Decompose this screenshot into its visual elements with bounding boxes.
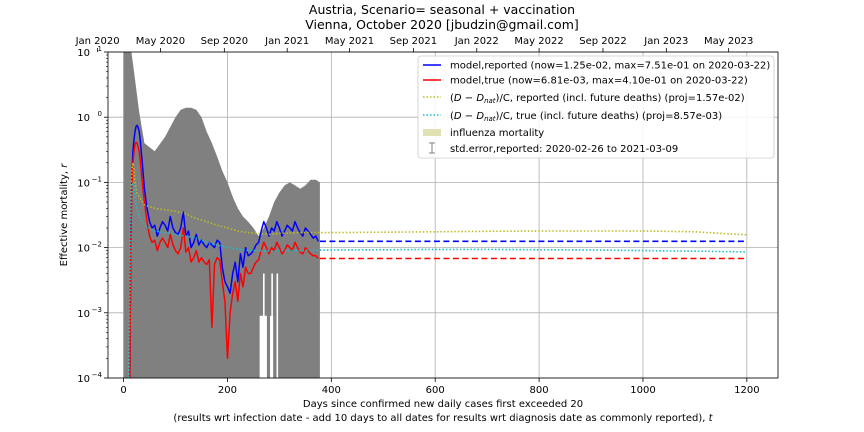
y-tick-base: 10 xyxy=(77,374,90,385)
top-tick-label: May 2020 xyxy=(136,36,185,47)
series-lines xyxy=(128,124,747,379)
plot-frame xyxy=(107,51,779,379)
legend-swatch-influenza xyxy=(423,129,441,136)
legend-label-ratio-reported: (D − Dnat)/C, reported (incl. future dea… xyxy=(450,93,745,105)
y-tick-base: 10 xyxy=(77,178,90,189)
top-date-axis: Jan 2020 May 2020 Sep 2020 Jan 2021 May 2021… xyxy=(75,36,753,52)
y-tick-exponent: 0 xyxy=(98,110,102,118)
bands xyxy=(123,52,320,378)
chart-title: Austria, Scenario= seasonal + vaccinatio… xyxy=(309,2,575,17)
legend-label-ratio-true: (D − Dnat)/C, true (incl. future deaths)… xyxy=(450,111,722,123)
legend-ratio-reported-open: ( xyxy=(450,93,454,104)
series-line-5 xyxy=(128,181,747,379)
legend-ratio-reported-Dnat: D xyxy=(476,93,484,104)
top-tick-label: Sep 2021 xyxy=(390,36,437,47)
y-tick-base: 10 xyxy=(77,113,90,124)
error-band xyxy=(123,52,320,378)
y-tick-base: 10 xyxy=(77,309,90,320)
legend-box xyxy=(417,55,775,159)
legend-swatch-stderr xyxy=(429,142,435,154)
legend-ratio-reported-D: D xyxy=(454,93,462,104)
y-tick-label: 10 xyxy=(77,309,90,320)
legend-ratio-reported-nat: nat xyxy=(484,97,496,105)
y-axis-variable: r xyxy=(59,163,70,168)
y-axis-label: Effective mortality, r xyxy=(59,163,70,267)
y-tick-label: 10 xyxy=(77,48,90,59)
y-tick-exponent: −3 xyxy=(92,306,102,314)
legend-label-true: model,true (now=6.81e-03, max=4.10e-01 o… xyxy=(450,76,748,87)
y-tick-base: 10 xyxy=(77,244,90,255)
top-tick-label: May 2023 xyxy=(704,36,753,47)
x-tick-label: 200 xyxy=(218,385,237,396)
x-axis-variable: t xyxy=(709,413,714,424)
x-tick-label: 800 xyxy=(530,385,549,396)
x-axis-label-detail-text: (results wrt infection date - add 10 day… xyxy=(173,413,708,424)
x-axis: 0 200 400 600 800 1000 1200 xyxy=(120,378,760,396)
y-tick-exponent: −4 xyxy=(92,371,103,379)
y-tick-label: 10 xyxy=(77,244,90,255)
x-tick-label: 0 xyxy=(120,385,126,396)
y-tick-exponent: −2 xyxy=(92,241,102,249)
x-tick-label: 1200 xyxy=(734,385,759,396)
legend-ratio-true-Dnat: D xyxy=(476,111,484,122)
x-tick-label: 400 xyxy=(322,385,341,396)
legend-ratio-true-nat: nat xyxy=(484,115,496,123)
top-tick-label: May 2022 xyxy=(514,36,563,47)
top-tick-label: Sep 2022 xyxy=(579,36,626,47)
y-axis-label-text: Effective mortality, xyxy=(59,168,70,267)
top-tick-label: Jan 2023 xyxy=(643,36,688,47)
y-tick-label: 10 xyxy=(77,178,90,189)
y-tick-label: 10 xyxy=(77,113,90,124)
y-tick-exponent: −1 xyxy=(92,175,102,183)
top-tick-label: Jan 2022 xyxy=(454,36,499,47)
legend-ratio-true-suffix: )/C, true (incl. future deaths) (proj=8.… xyxy=(496,111,723,122)
x-tick-label: 1000 xyxy=(630,385,655,396)
x-axis-label-detail: (results wrt infection date - add 10 day… xyxy=(173,413,713,424)
top-tick-label: Jan 2020 xyxy=(75,36,120,47)
top-tick-label: May 2021 xyxy=(325,36,374,47)
top-tick-label: Sep 2020 xyxy=(201,36,248,47)
legend-ratio-true-D: D xyxy=(454,111,462,122)
x-axis-label: Days since confirmed new daily cases fir… xyxy=(303,399,583,410)
legend-label-influenza: influenza mortality xyxy=(450,128,544,139)
legend-ratio-reported-minus: − xyxy=(462,93,477,104)
top-tick-label: Jan 2021 xyxy=(264,36,309,47)
legend: model,reported (now=1.25e-02, max=7.51e-… xyxy=(417,55,775,159)
chart-subtitle: Vienna, October 2020 [jbudzin@gmail.com] xyxy=(305,17,579,32)
x-tick-label: 600 xyxy=(426,385,445,396)
legend-ratio-reported-suffix: )/C, reported (incl. future deaths) (pro… xyxy=(496,93,745,104)
legend-ratio-true-open: ( xyxy=(450,111,454,122)
series-line-1 xyxy=(129,141,319,379)
legend-label-reported: model,reported (now=1.25e-02, max=7.51e-… xyxy=(450,61,770,72)
y-tick-base: 10 xyxy=(77,48,90,59)
legend-label-stderr: std.error,reported: 2020-02-26 to 2021-0… xyxy=(450,144,678,155)
legend-ratio-true-minus: − xyxy=(462,111,477,122)
y-tick-label: 10 xyxy=(77,374,90,385)
y-tick-exponent: 1 xyxy=(98,45,102,53)
